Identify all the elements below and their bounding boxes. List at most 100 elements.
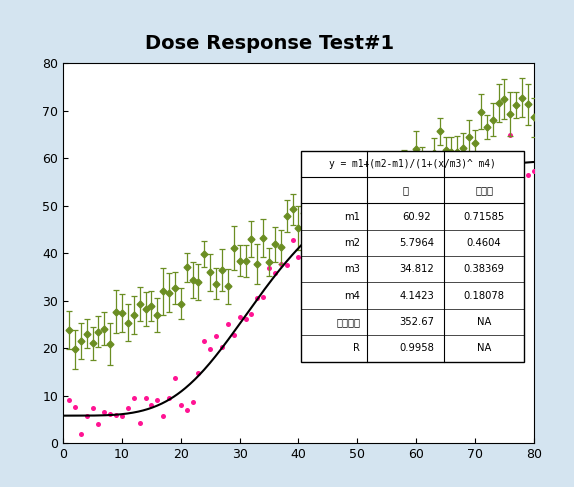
Text: 0.18078: 0.18078 <box>464 291 505 300</box>
Text: Dose Response Test#1: Dose Response Test#1 <box>145 34 394 54</box>
Point <box>494 150 503 157</box>
Point <box>312 238 321 246</box>
Point <box>276 260 285 267</box>
Point <box>323 227 332 235</box>
Point <box>158 412 168 420</box>
Text: NA: NA <box>477 343 491 354</box>
Point <box>406 178 415 186</box>
Point <box>347 194 356 202</box>
Point <box>511 177 521 185</box>
Point <box>229 331 238 339</box>
Point <box>76 430 86 438</box>
Point <box>247 310 256 318</box>
Point <box>464 169 474 177</box>
Text: 60.92: 60.92 <box>402 211 431 222</box>
Point <box>500 157 509 165</box>
Point <box>218 343 227 351</box>
Point <box>135 419 144 427</box>
Text: m2: m2 <box>344 238 360 248</box>
Point <box>459 182 468 190</box>
Point <box>258 293 267 300</box>
Point <box>317 228 327 236</box>
Point <box>305 237 315 244</box>
Point <box>211 332 220 339</box>
Point <box>194 369 203 376</box>
Point <box>435 178 444 186</box>
Text: エラー: エラー <box>475 185 493 195</box>
Point <box>294 253 303 261</box>
Point <box>117 412 126 420</box>
Point <box>377 178 386 186</box>
Point <box>288 236 297 244</box>
Text: 4.1423: 4.1423 <box>399 291 434 300</box>
Point <box>370 195 379 203</box>
Point <box>335 213 344 221</box>
Point <box>188 398 197 406</box>
Point <box>223 319 232 327</box>
Point <box>200 337 209 345</box>
Text: 34.812: 34.812 <box>399 264 434 274</box>
Point <box>100 408 109 416</box>
Point <box>147 401 156 409</box>
Point <box>70 403 79 411</box>
Point <box>164 394 173 402</box>
Text: 352.67: 352.67 <box>399 317 434 327</box>
Text: m4: m4 <box>344 291 360 300</box>
Point <box>423 178 433 186</box>
Point <box>182 407 191 414</box>
Text: カイ２乗: カイ２乗 <box>336 317 360 327</box>
Point <box>88 404 97 412</box>
Point <box>205 345 215 353</box>
Point <box>329 215 338 223</box>
Point <box>523 171 533 179</box>
Point <box>412 179 421 187</box>
Point <box>476 159 486 167</box>
Point <box>141 393 150 401</box>
Text: 0.71585: 0.71585 <box>464 211 505 222</box>
Point <box>282 262 291 269</box>
Point <box>518 151 527 159</box>
Point <box>265 264 274 272</box>
Point <box>270 269 280 277</box>
Text: 5.7964: 5.7964 <box>399 238 434 248</box>
Point <box>341 201 350 209</box>
Point <box>388 180 397 187</box>
Point <box>506 131 515 138</box>
Point <box>470 165 479 173</box>
Point <box>64 396 73 404</box>
Point <box>123 404 133 412</box>
Text: 値: 値 <box>402 185 408 195</box>
Point <box>488 164 497 172</box>
Point <box>94 420 103 428</box>
Point <box>352 200 362 207</box>
Point <box>359 195 368 203</box>
Point <box>417 176 426 184</box>
Point <box>400 168 409 175</box>
Text: 0.9958: 0.9958 <box>399 343 434 354</box>
Text: NA: NA <box>477 317 491 327</box>
Point <box>394 151 403 159</box>
Text: 0.38369: 0.38369 <box>464 264 505 274</box>
Text: y = m1+(m2-m1)/(1+(x/m3)^ m4): y = m1+(m2-m1)/(1+(x/m3)^ m4) <box>329 159 496 169</box>
Text: R: R <box>353 343 360 354</box>
Text: m1: m1 <box>344 211 360 222</box>
Point <box>241 315 250 323</box>
Point <box>447 173 456 181</box>
Point <box>529 168 538 175</box>
Point <box>129 394 138 402</box>
Point <box>153 396 162 404</box>
Point <box>482 157 491 165</box>
Point <box>106 410 115 418</box>
Point <box>382 174 391 182</box>
Text: m3: m3 <box>344 264 360 274</box>
Point <box>364 188 374 196</box>
Point <box>111 411 121 418</box>
Point <box>253 294 262 301</box>
Point <box>300 230 309 238</box>
Point <box>170 375 180 382</box>
Point <box>82 412 91 420</box>
Point <box>429 157 439 165</box>
Text: 0.4604: 0.4604 <box>467 238 502 248</box>
Point <box>235 313 245 320</box>
Point <box>441 169 450 177</box>
